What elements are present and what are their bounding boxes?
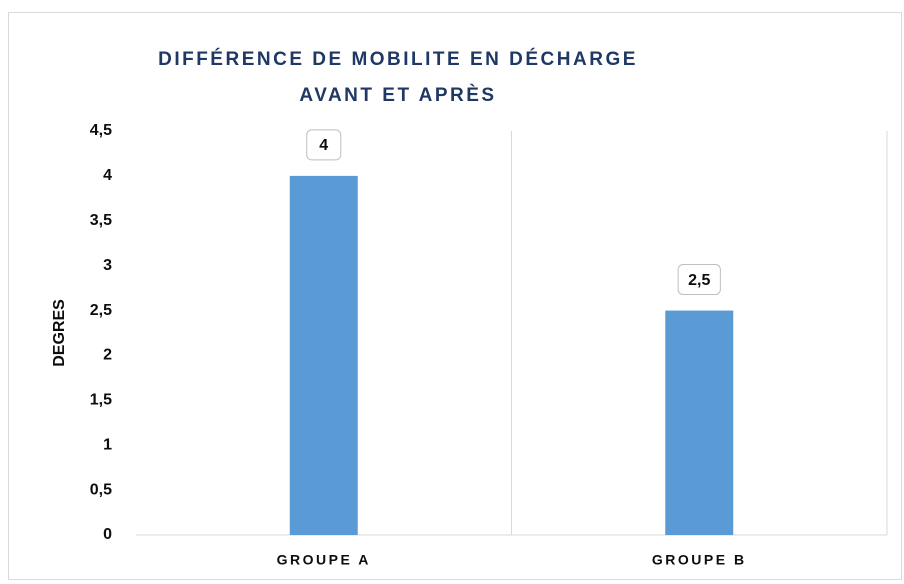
chart-title: DIFFÉRENCE DE MOBILITE EN DÉCHARGE: [158, 48, 638, 70]
y-tick-label: 4: [103, 167, 112, 184]
y-tick-label: 1: [103, 436, 112, 453]
y-tick-label: 1,5: [90, 392, 112, 409]
chart-border: [8, 12, 902, 580]
bar: [665, 310, 734, 535]
y-tick-label: 4,5: [90, 122, 112, 139]
x-tick-label: GROUPE A: [277, 552, 371, 568]
data-label-box: [306, 129, 342, 161]
y-tick-label: 3: [103, 257, 112, 274]
y-tick-label: 2: [103, 347, 112, 364]
bar: [289, 175, 358, 535]
data-label-box: [677, 264, 721, 296]
y-tick-label: 3,5: [90, 212, 112, 229]
y-axis-label: DEGRES: [51, 299, 68, 367]
y-tick-label: 0: [103, 526, 112, 543]
x-tick-label: GROUPE B: [652, 552, 747, 568]
y-tick-label: 0,5: [90, 481, 112, 498]
data-label: 2,5: [688, 272, 710, 289]
chart-title: AVANT ET APRÈS: [299, 84, 496, 106]
data-label: 4: [319, 137, 328, 154]
y-tick-label: 2,5: [90, 302, 112, 319]
